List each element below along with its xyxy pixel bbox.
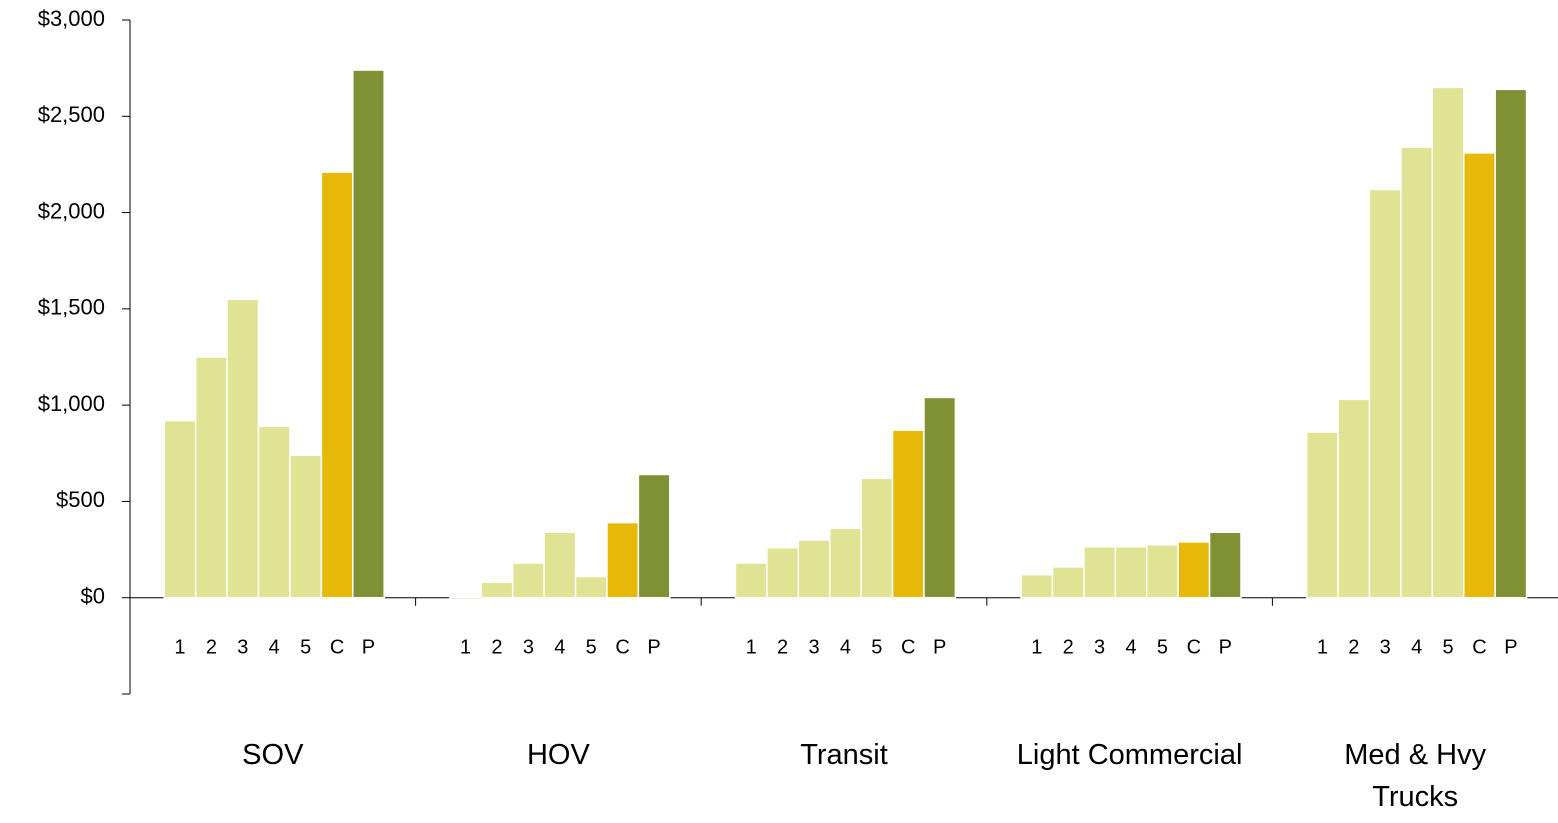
bar [163, 419, 197, 599]
bar [543, 531, 577, 599]
series-label: C [330, 636, 344, 658]
series-label: 3 [523, 636, 534, 658]
y-tick-label: $2,500 [38, 102, 105, 127]
series-label: 4 [1125, 636, 1136, 658]
bar [637, 473, 671, 599]
series-label: C [1187, 636, 1201, 658]
bar [449, 596, 483, 601]
series-label: P [1504, 636, 1517, 658]
series-label: 5 [871, 636, 882, 658]
series-label: P [647, 636, 660, 658]
bar [320, 171, 354, 599]
bar [226, 298, 260, 599]
bar [352, 69, 385, 599]
series-label: 1 [460, 636, 471, 658]
series-label: 1 [1031, 636, 1042, 658]
y-tick-label: $3,000 [38, 6, 105, 31]
series-label: 5 [586, 636, 597, 658]
series-label: P [933, 636, 946, 658]
bar [257, 425, 291, 599]
series-label: P [1219, 636, 1232, 658]
bar [1337, 398, 1371, 599]
y-tick-label: $0 [81, 584, 105, 609]
bar [1114, 545, 1148, 599]
bar [194, 356, 228, 599]
bar [1051, 566, 1085, 599]
bar [1083, 545, 1117, 599]
bar [860, 477, 894, 599]
bar [574, 575, 608, 599]
series-label: 5 [1157, 636, 1168, 658]
series-label: C [901, 636, 915, 658]
category-label: Transit [800, 739, 888, 771]
series-label: 4 [554, 636, 565, 658]
category-label: Light Commercial [1016, 739, 1243, 771]
bar [1463, 152, 1496, 599]
bar [1400, 146, 1434, 599]
series-label: 4 [269, 636, 280, 658]
series-label: 3 [237, 636, 248, 658]
bar [891, 429, 925, 599]
series-label: 3 [1094, 636, 1105, 658]
bar [734, 562, 768, 599]
series-label: P [362, 636, 375, 658]
series-label: 2 [777, 636, 788, 658]
series-label: 2 [1348, 636, 1359, 658]
bar [1145, 544, 1179, 599]
series-label: 1 [174, 636, 185, 658]
series-label: 1 [1317, 636, 1328, 658]
y-tick-label: $1,000 [38, 391, 105, 416]
series-label: 2 [1063, 636, 1074, 658]
series-label: 4 [1411, 636, 1422, 658]
bar [1305, 431, 1339, 599]
series-label: 1 [746, 636, 757, 658]
bar [797, 539, 831, 599]
bar [1208, 531, 1242, 599]
series-label: 2 [206, 636, 217, 658]
y-tick-label: $1,500 [38, 295, 105, 320]
category-label: SOV [242, 739, 304, 771]
series-label: 3 [1380, 636, 1391, 658]
series-label: 4 [840, 636, 851, 658]
series-label: 2 [491, 636, 502, 658]
bar [1431, 86, 1465, 599]
bar [511, 562, 545, 599]
series-label: C [1472, 636, 1486, 658]
bar [1368, 188, 1402, 599]
series-label: C [615, 636, 629, 658]
bar [1494, 88, 1528, 599]
bar [1020, 573, 1054, 599]
bar [606, 521, 640, 599]
series-label: 3 [808, 636, 819, 658]
category-label: Med & Hvy Trucks [1344, 739, 1487, 813]
bar [766, 546, 800, 599]
y-tick-label: $500 [56, 487, 105, 512]
bar [923, 396, 957, 599]
series-label: 5 [300, 636, 311, 658]
bar [289, 454, 323, 599]
y-tick-label: $2,000 [38, 198, 105, 223]
category-label: HOV [526, 739, 590, 771]
bar [828, 527, 862, 599]
series-label: 5 [1442, 636, 1453, 658]
bar [480, 581, 514, 599]
bar [1177, 541, 1211, 599]
